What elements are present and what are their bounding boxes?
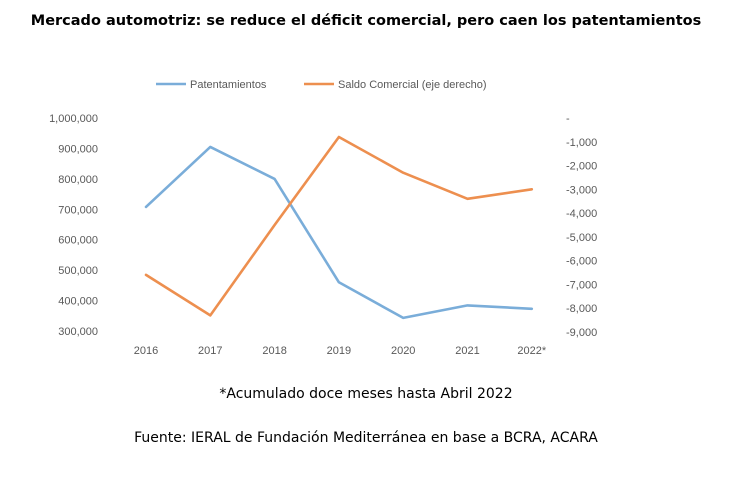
- y-right-tick-label: -: [566, 113, 570, 125]
- y-right-tick-label: -7,000: [566, 279, 597, 291]
- y-right-tick-label: -9,000: [566, 327, 597, 339]
- x-tick-label: 2020: [391, 345, 415, 357]
- chart-title: Mercado automotriz: se reduce el déficit…: [30, 13, 702, 29]
- x-tick-label: 2019: [327, 345, 351, 357]
- y-right-tick-label: -3,000: [566, 184, 597, 196]
- source-note: Fuente: IERAL de Fundación Mediterránea …: [134, 430, 598, 446]
- y-left-tick-label: 1,000,000: [49, 113, 98, 125]
- patentamientos-line: [144, 145, 534, 320]
- x-tick-label: 2016: [134, 345, 158, 357]
- saldo-comercial-line: [144, 135, 534, 317]
- y-right-tick-label: -8,000: [566, 303, 597, 315]
- y-left-tick-label: 600,000: [58, 235, 98, 247]
- y-left-tick-label: 900,000: [58, 143, 98, 155]
- y-left-tick-label: 300,000: [58, 326, 98, 338]
- x-tick-label: 2018: [262, 345, 286, 357]
- y-right-tick-label: -5,000: [566, 232, 597, 244]
- x-tick-label: 2017: [198, 345, 222, 357]
- x-tick-label: 2022*: [517, 345, 546, 357]
- y-left-tick-label: 800,000: [58, 174, 98, 186]
- legend-label: Saldo Comercial (eje derecho): [338, 79, 487, 91]
- footnote: *Acumulado doce meses hasta Abril 2022: [219, 386, 513, 402]
- y-left-tick-label: 400,000: [58, 296, 98, 308]
- y-left-tick-label: 500,000: [58, 265, 98, 277]
- y-right-tick-label: -6,000: [566, 256, 597, 268]
- y-right-tick-label: -4,000: [566, 208, 597, 220]
- x-tick-label: 2021: [455, 345, 479, 357]
- y-right-tick-label: -2,000: [566, 161, 597, 173]
- legend-label: Patentamientos: [190, 79, 267, 91]
- y-right-tick-label: -1,000: [566, 137, 597, 149]
- y-left-tick-label: 700,000: [58, 204, 98, 216]
